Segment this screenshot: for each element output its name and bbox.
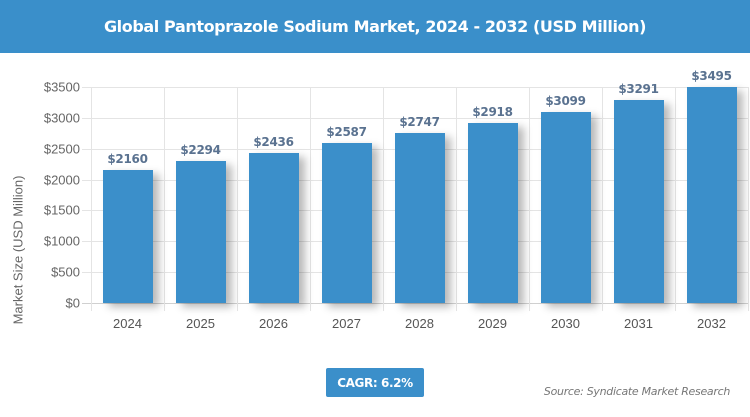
chart-title-banner: Global Pantoprazole Sodium Market, 2024 … — [0, 0, 750, 53]
y-tick-label: $3000 — [43, 110, 80, 126]
bar-value-label: $3291 — [618, 81, 659, 96]
y-gridline — [82, 303, 749, 304]
bar-2031[interactable] — [613, 99, 664, 303]
bar-value-label: $2160 — [107, 151, 148, 166]
y-gridline — [82, 118, 749, 119]
bar-value-label: $3495 — [691, 69, 732, 84]
bar-value-label: $2918 — [472, 104, 513, 119]
x-tick-label: 2030 — [551, 316, 580, 331]
y-tick-label: $2500 — [43, 141, 80, 157]
cagr-text: CAGR: 6.2% — [337, 375, 413, 390]
x-gridline — [310, 87, 311, 311]
x-gridline — [383, 87, 384, 311]
bar-value-label: $2294 — [180, 143, 221, 158]
y-tick-label: $0 — [65, 295, 80, 311]
x-gridline — [237, 87, 238, 311]
x-gridline — [748, 87, 749, 311]
y-tick-label: $1500 — [43, 202, 80, 218]
source-note: Source: Syndicate Market Research — [543, 385, 730, 398]
y-tick-label: $2000 — [43, 172, 80, 188]
x-gridline — [602, 87, 603, 311]
x-gridline — [529, 87, 530, 311]
bar-value-label: $2747 — [399, 115, 440, 130]
cagr-badge: CAGR: 6.2% — [326, 368, 424, 397]
x-tick-label: 2027 — [332, 316, 361, 331]
x-gridline — [456, 87, 457, 311]
bar-value-label: $3099 — [545, 93, 586, 108]
bar-2026[interactable] — [248, 152, 299, 303]
bar-2030[interactable] — [540, 111, 591, 303]
bar-2032[interactable] — [686, 87, 737, 303]
y-tick-label: $3500 — [43, 79, 80, 95]
y-gridline — [82, 87, 749, 88]
x-tick-label: 2025 — [186, 316, 215, 331]
x-gridline — [91, 87, 92, 311]
bar-2029[interactable] — [467, 122, 518, 303]
y-axis-label: Market Size (USD Million) — [10, 175, 26, 325]
bar-2028[interactable] — [394, 133, 445, 303]
x-tick-label: 2024 — [113, 316, 142, 331]
x-gridline — [164, 87, 165, 311]
bar-value-label: $2587 — [326, 125, 367, 140]
x-tick-label: 2032 — [697, 316, 726, 331]
y-tick-label: $500 — [51, 264, 80, 280]
x-tick-label: 2031 — [624, 316, 653, 331]
bar-2025[interactable] — [175, 161, 226, 303]
bar-2027[interactable] — [321, 143, 372, 303]
x-gridline — [675, 87, 676, 311]
chart-title: Global Pantoprazole Sodium Market, 2024 … — [103, 17, 647, 36]
y-tick-label: $1000 — [43, 233, 80, 249]
bar-value-label: $2436 — [253, 134, 294, 149]
x-tick-label: 2026 — [259, 316, 288, 331]
x-tick-label: 2029 — [478, 316, 507, 331]
bar-2024[interactable] — [102, 169, 153, 303]
x-tick-label: 2028 — [405, 316, 434, 331]
